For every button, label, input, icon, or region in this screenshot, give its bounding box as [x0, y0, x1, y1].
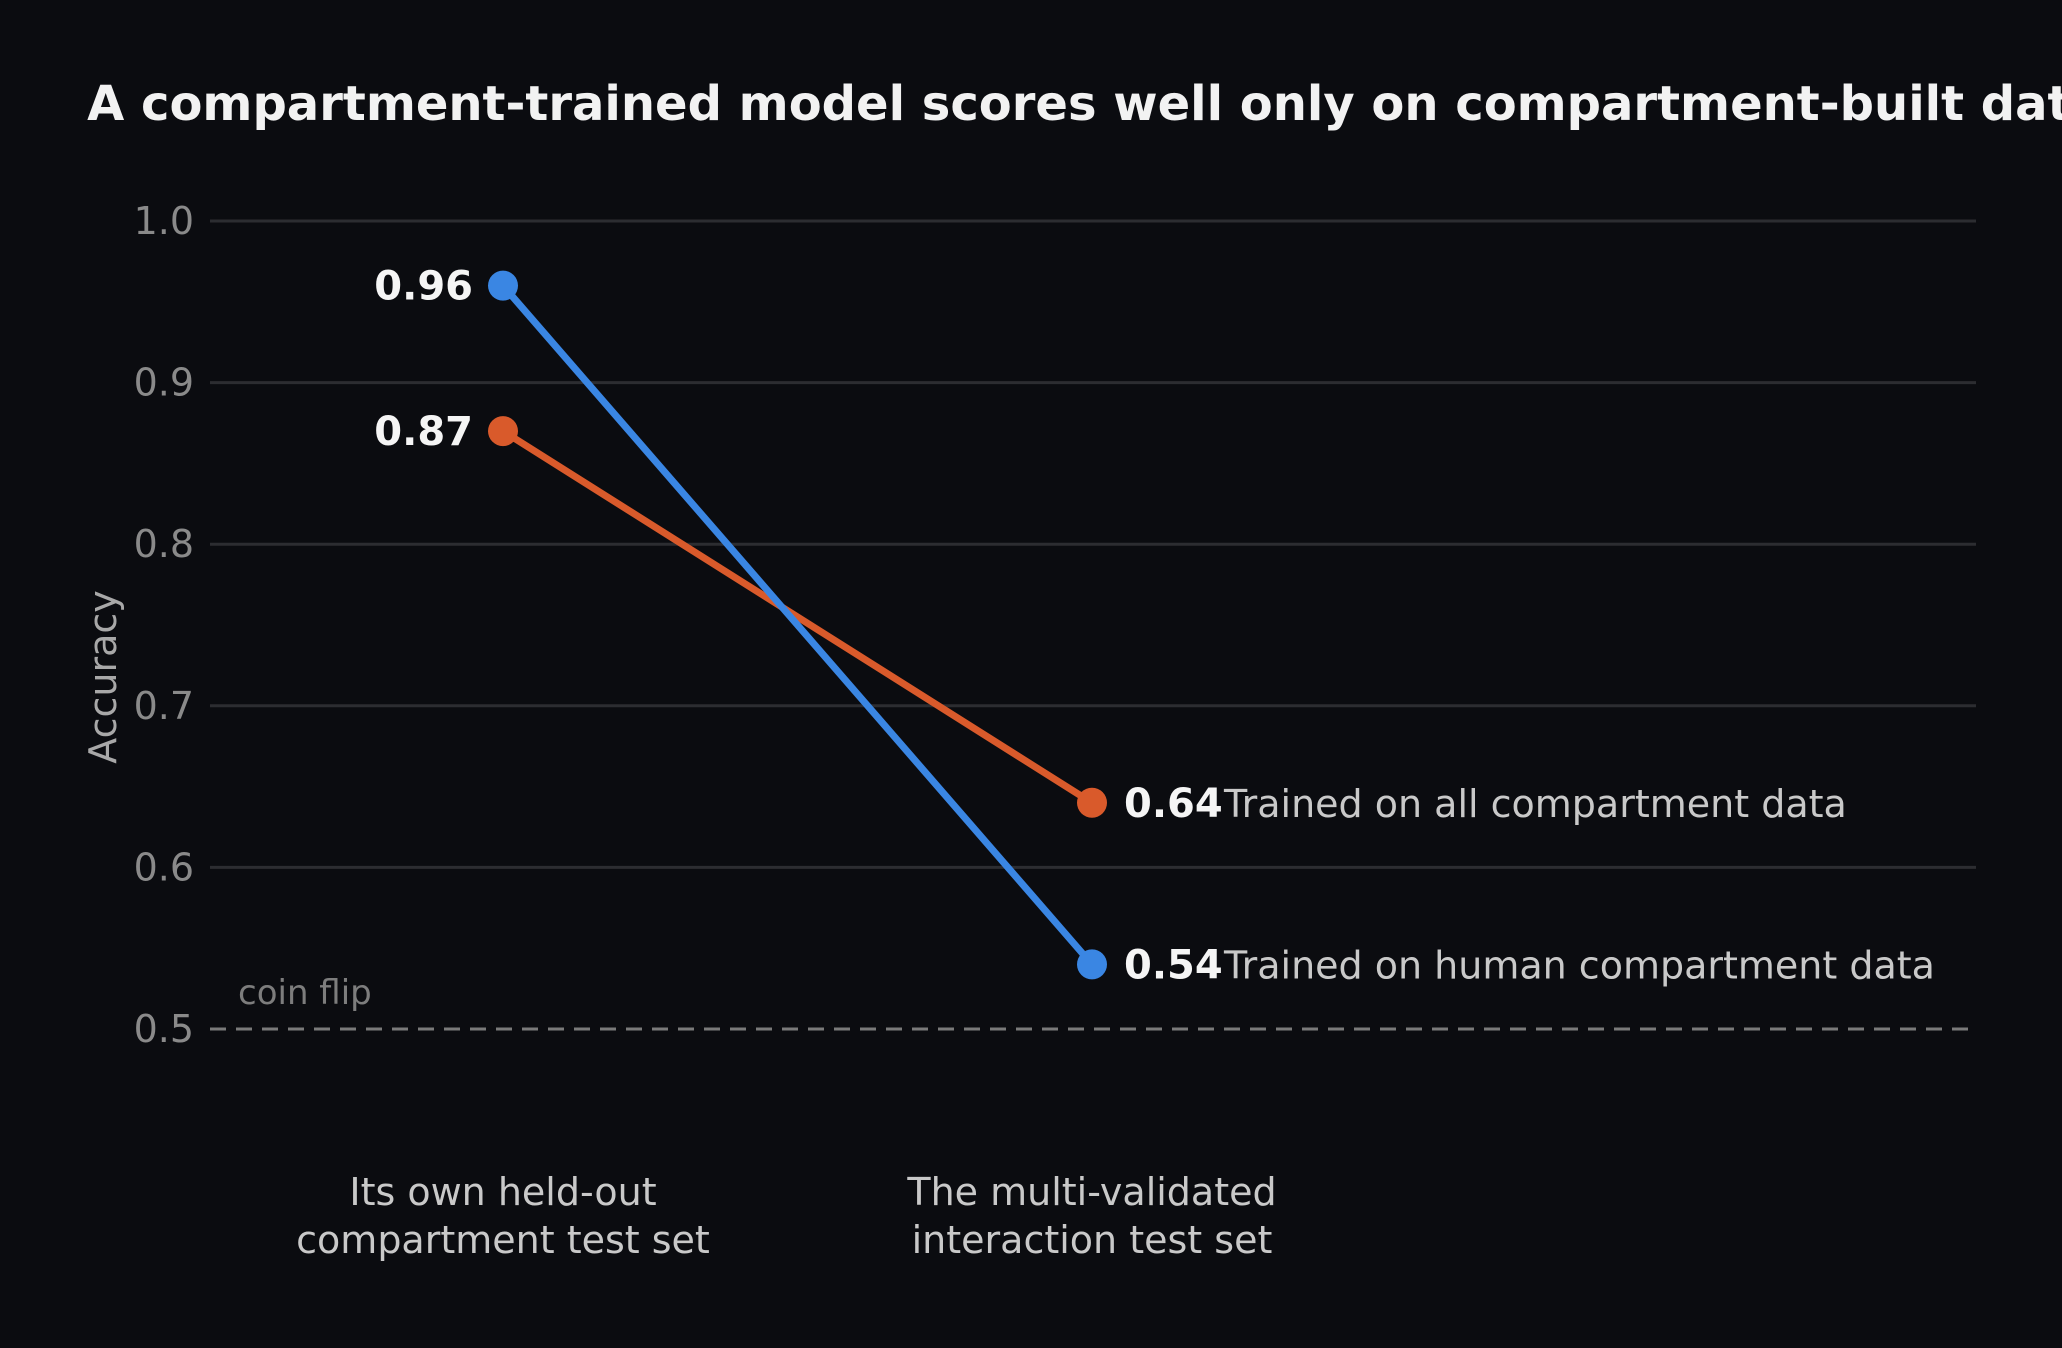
series-group: 0.870.64 Trained on all compartment data0…	[374, 264, 1935, 989]
series-name-label: Trained on all compartment data	[1223, 782, 1847, 826]
x-tick-label: The multi-validated	[906, 1170, 1276, 1214]
x-tick-label: interaction test set	[912, 1218, 1273, 1262]
reference-line-group: coin flip	[210, 973, 1976, 1031]
series-line	[499, 427, 1096, 807]
x-tick-label: Its own held-out	[349, 1170, 656, 1214]
data-label: 0.96	[374, 264, 473, 310]
series-name-label: Trained on human compartment data	[1223, 943, 1935, 987]
y-tick-label: 0.7	[134, 684, 194, 728]
series-1: 0.87 0.64 Trained on all compartment data	[374, 409, 1847, 827]
chart-title: A compartment-trained model scores well …	[87, 76, 2062, 132]
data-point	[488, 270, 518, 301]
series-line	[499, 282, 1096, 968]
y-tick-label: 0.9	[134, 361, 194, 405]
grid-lines	[210, 219, 1976, 869]
data-point	[1077, 949, 1107, 980]
x-tick-label: compartment test set	[296, 1218, 710, 1262]
data-point	[1077, 787, 1107, 818]
y-tick-label: 0.6	[134, 845, 194, 889]
y-tick-label: 0.5	[134, 1007, 194, 1051]
data-point	[488, 416, 518, 447]
y-tick-label: 1.0	[134, 199, 194, 243]
coin-flip-label: coin flip	[238, 973, 372, 1013]
data-label: 0.64	[1124, 781, 1223, 827]
data-label: 0.54	[1124, 942, 1223, 988]
series-2: 0.96 0.54 Trained on human compartment dat…	[374, 264, 1935, 989]
y-axis-label: Accuracy	[81, 590, 125, 764]
y-tick-label: 0.8	[134, 522, 194, 566]
data-label: 0.87	[374, 409, 473, 455]
y-axis-ticks: 0.5 0.6 0.7 0.8 0.9 1.0	[134, 199, 194, 1051]
